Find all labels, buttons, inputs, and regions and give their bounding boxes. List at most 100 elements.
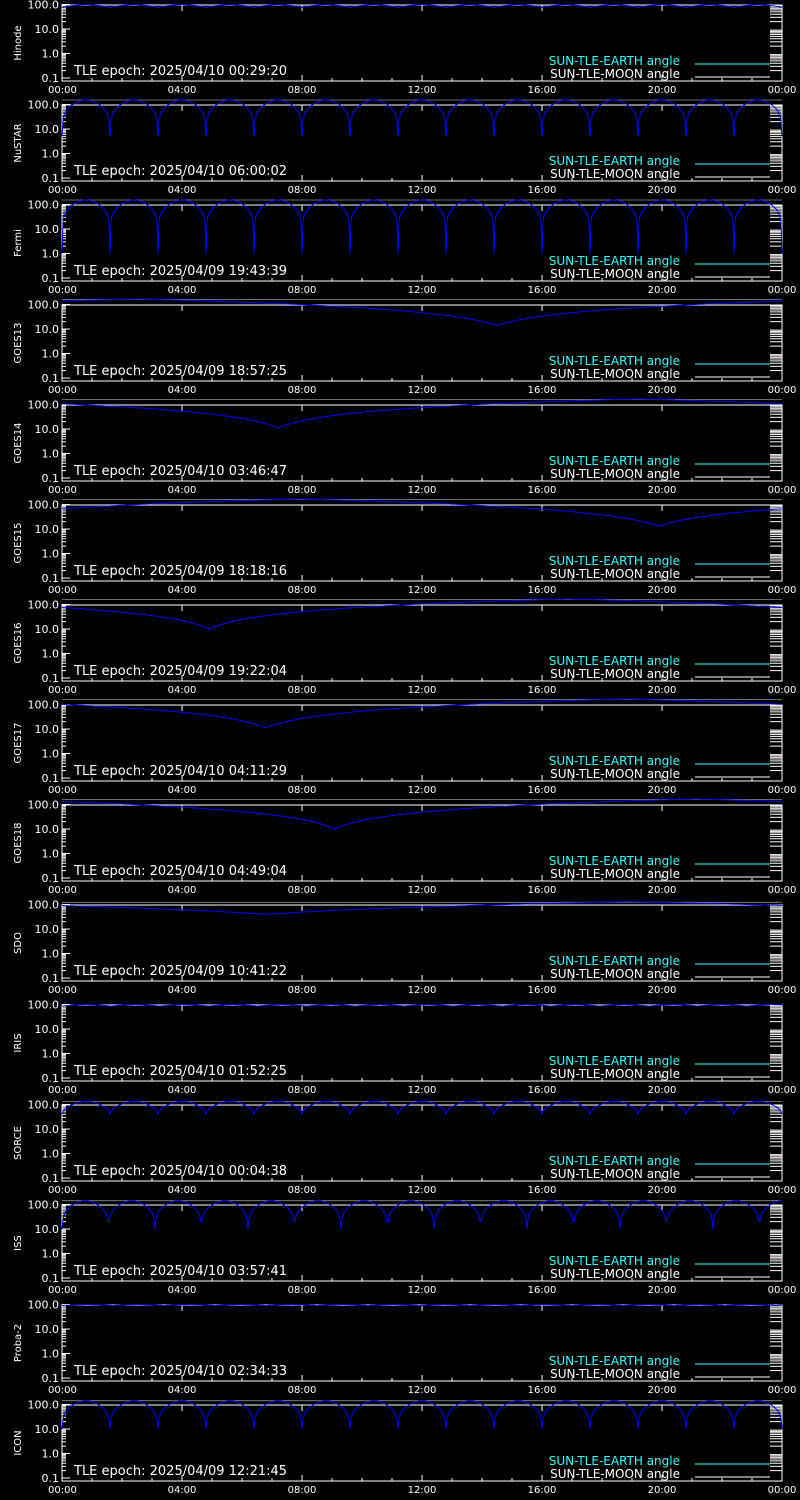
earth-angle-line <box>61 198 783 254</box>
y-tick-label: 1.0 <box>42 848 60 861</box>
x-tick-label: 12:00 <box>408 1085 437 1096</box>
tle-epoch-label: TLE epoch: 2025/04/10 04:11:29 <box>73 764 287 779</box>
earth-angle-line <box>62 798 782 830</box>
earth-angle-line <box>61 498 783 527</box>
x-tick-label: 16:00 <box>528 185 557 196</box>
x-tick-label: 04:00 <box>168 85 197 96</box>
x-tick-label: 16:00 <box>528 285 557 296</box>
y-tick-label: 10.0 <box>35 1423 60 1436</box>
x-tick-label: 08:00 <box>288 1185 317 1196</box>
y-tick-label: 0.1 <box>42 272 60 285</box>
x-tick-label: 00:00 <box>768 1485 797 1496</box>
satellite-label: GOES16 <box>13 622 24 663</box>
legend-moon-label: SUN-TLE-MOON angle <box>550 1367 680 1381</box>
panel-proba-2: 100.010.01.00.100:00 04:00 08:00 12:00 16:00… <box>13 1299 796 1397</box>
x-tick-label: 00:00 <box>48 885 77 896</box>
x-tick-label: 20:00 <box>648 1185 677 1196</box>
y-tick-label: 1.0 <box>42 1048 60 1061</box>
legend-moon-label: SUN-TLE-MOON angle <box>550 67 680 81</box>
x-tick-label: 00:00 <box>48 1185 77 1196</box>
earth-angle-line <box>62 298 782 326</box>
y-tick-label: 10.0 <box>35 123 60 136</box>
x-tick-label: 04:00 <box>168 985 197 996</box>
x-tick-label: 04:00 <box>168 285 197 296</box>
x-tick-label: 20:00 <box>648 1085 677 1096</box>
tle-epoch-label: TLE epoch: 2025/04/10 06:00:02 <box>73 164 287 179</box>
x-tick-label: 16:00 <box>528 585 557 596</box>
x-tick-label: 00:00 <box>48 285 77 296</box>
y-tick-label: 0.1 <box>42 1272 60 1285</box>
y-tick-label: 100.0 <box>28 0 60 12</box>
legend-earth-label: SUN-TLE-EARTH angle <box>549 254 680 268</box>
y-tick-label: 1.0 <box>42 48 60 61</box>
x-tick-label: 00:00 <box>768 1085 797 1096</box>
panel-sdo: 100.010.01.00.100:00 04:00 08:00 12:00 16:00… <box>13 899 796 997</box>
x-tick-label: 16:00 <box>528 1385 557 1396</box>
x-tick-label: 20:00 <box>648 1285 677 1296</box>
y-tick-label: 0.1 <box>42 1472 60 1485</box>
x-tick-label: 00:00 <box>768 385 797 396</box>
legend-earth-label: SUN-TLE-EARTH angle <box>549 1354 680 1368</box>
x-tick-label: 00:00 <box>768 1185 797 1196</box>
legend-earth-label: SUN-TLE-EARTH angle <box>549 54 680 68</box>
x-tick-label: 04:00 <box>168 1385 197 1396</box>
y-tick-label: 0.1 <box>42 1372 60 1385</box>
x-tick-label: 08:00 <box>288 585 317 596</box>
satellite-label: GOES18 <box>13 822 24 863</box>
legend-moon-label: SUN-TLE-MOON angle <box>550 267 680 281</box>
panel-icon: 100.010.01.00.100:00 04:00 08:00 12:00 16:00… <box>13 1399 796 1497</box>
x-tick-label: 08:00 <box>288 185 317 196</box>
x-tick-label: 00:00 <box>768 285 797 296</box>
satellite-label: ICON <box>13 1430 24 1455</box>
y-tick-label: 10.0 <box>35 223 60 236</box>
x-tick-label: 04:00 <box>168 585 197 596</box>
y-tick-label: 100.0 <box>28 1199 60 1212</box>
satellite-label: GOES15 <box>13 522 24 563</box>
y-tick-label: 10.0 <box>35 923 60 936</box>
y-tick-label: 1.0 <box>42 1248 60 1261</box>
x-tick-label: 16:00 <box>528 85 557 96</box>
legend-moon-label: SUN-TLE-MOON angle <box>550 667 680 681</box>
x-tick-label: 20:00 <box>648 885 677 896</box>
x-tick-label: 00:00 <box>768 185 797 196</box>
y-tick-label: 0.1 <box>42 572 60 585</box>
satellite-label: Hinode <box>13 25 24 60</box>
x-tick-label: 16:00 <box>528 485 557 496</box>
x-tick-label: 20:00 <box>648 285 677 296</box>
y-tick-label: 10.0 <box>35 723 60 736</box>
x-tick-label: 12:00 <box>408 85 437 96</box>
earth-angle-line <box>61 3 783 9</box>
earth-angle-line <box>61 1100 783 1116</box>
y-tick-label: 100.0 <box>28 999 60 1012</box>
panel-goes18: 100.010.01.00.100:00 04:00 08:00 12:00 16:00… <box>13 798 796 896</box>
panel-goes17: 100.010.01.00.100:00 04:00 08:00 12:00 16:00… <box>13 698 796 796</box>
x-tick-label: 16:00 <box>528 685 557 696</box>
x-tick-label: 20:00 <box>648 85 677 96</box>
x-tick-label: 00:00 <box>768 485 797 496</box>
satellite-label: SDO <box>13 932 24 954</box>
satellite-label: Fermi <box>13 229 24 257</box>
x-tick-label: 00:00 <box>48 1385 77 1396</box>
earth-angle-line <box>61 598 782 630</box>
y-tick-label: 0.1 <box>42 772 60 785</box>
earth-angle-line <box>62 901 782 915</box>
x-tick-label: 00:00 <box>48 385 77 396</box>
x-tick-label: 08:00 <box>288 885 317 896</box>
tle-epoch-label: TLE epoch: 2025/04/10 01:52:25 <box>73 1064 287 1079</box>
y-tick-label: 0.1 <box>42 72 60 85</box>
x-tick-label: 04:00 <box>168 1185 197 1196</box>
x-tick-label: 16:00 <box>528 1185 557 1196</box>
y-tick-label: 100.0 <box>28 1399 60 1412</box>
y-tick-label: 100.0 <box>28 899 60 912</box>
y-tick-label: 0.1 <box>42 472 60 485</box>
y-tick-label: 10.0 <box>35 1023 60 1036</box>
x-tick-label: 04:00 <box>168 1485 197 1496</box>
legend-earth-label: SUN-TLE-EARTH angle <box>549 1154 680 1168</box>
x-tick-label: 16:00 <box>528 885 557 896</box>
satellite-label: GOES14 <box>13 422 24 463</box>
satellite-label: ISS <box>13 1235 24 1251</box>
x-tick-label: 04:00 <box>168 1085 197 1096</box>
x-tick-label: 16:00 <box>528 985 557 996</box>
y-tick-label: 1.0 <box>42 548 60 561</box>
